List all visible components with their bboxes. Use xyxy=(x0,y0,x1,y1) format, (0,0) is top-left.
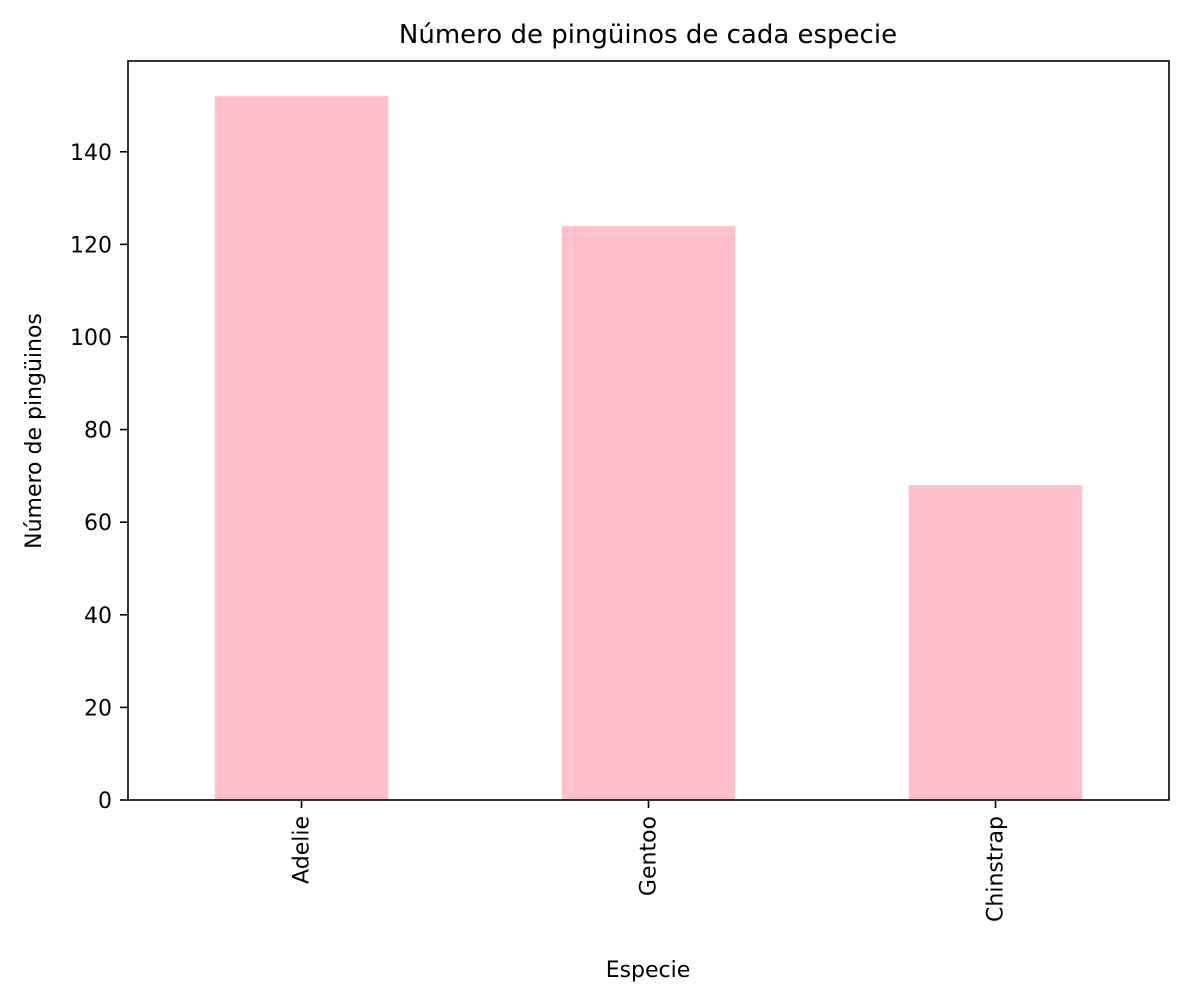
y-tick-label: 60 xyxy=(84,511,112,536)
bars-group xyxy=(214,96,1083,800)
x-tick-label: Gentoo xyxy=(637,816,662,896)
plot-area-frame xyxy=(127,60,1170,801)
bar-chinstrap xyxy=(908,485,1083,800)
y-axis-ticks: 0 20 40 60 80 100 120 140 xyxy=(70,141,128,814)
x-tick-label: Chinstrap xyxy=(984,816,1009,922)
y-tick-label: 120 xyxy=(70,233,112,258)
y-tick-label: 100 xyxy=(70,326,112,351)
x-axis-ticks: Adelie Gentoo Chinstrap xyxy=(290,800,1009,922)
x-axis-label: Especie xyxy=(606,958,691,983)
bar-gentoo xyxy=(561,225,736,800)
x-tick-label: Adelie xyxy=(290,816,315,884)
y-tick-label: 20 xyxy=(84,696,112,721)
y-axis-label: Número de pingüinos xyxy=(22,313,47,549)
y-tick-label: 40 xyxy=(84,604,112,629)
y-tick-label: 140 xyxy=(70,141,112,166)
y-tick-label: 80 xyxy=(84,419,112,444)
bar-adelie xyxy=(214,96,389,800)
chart-title: Número de pingüinos de cada especie xyxy=(399,20,897,50)
y-tick-label: 0 xyxy=(98,789,112,814)
